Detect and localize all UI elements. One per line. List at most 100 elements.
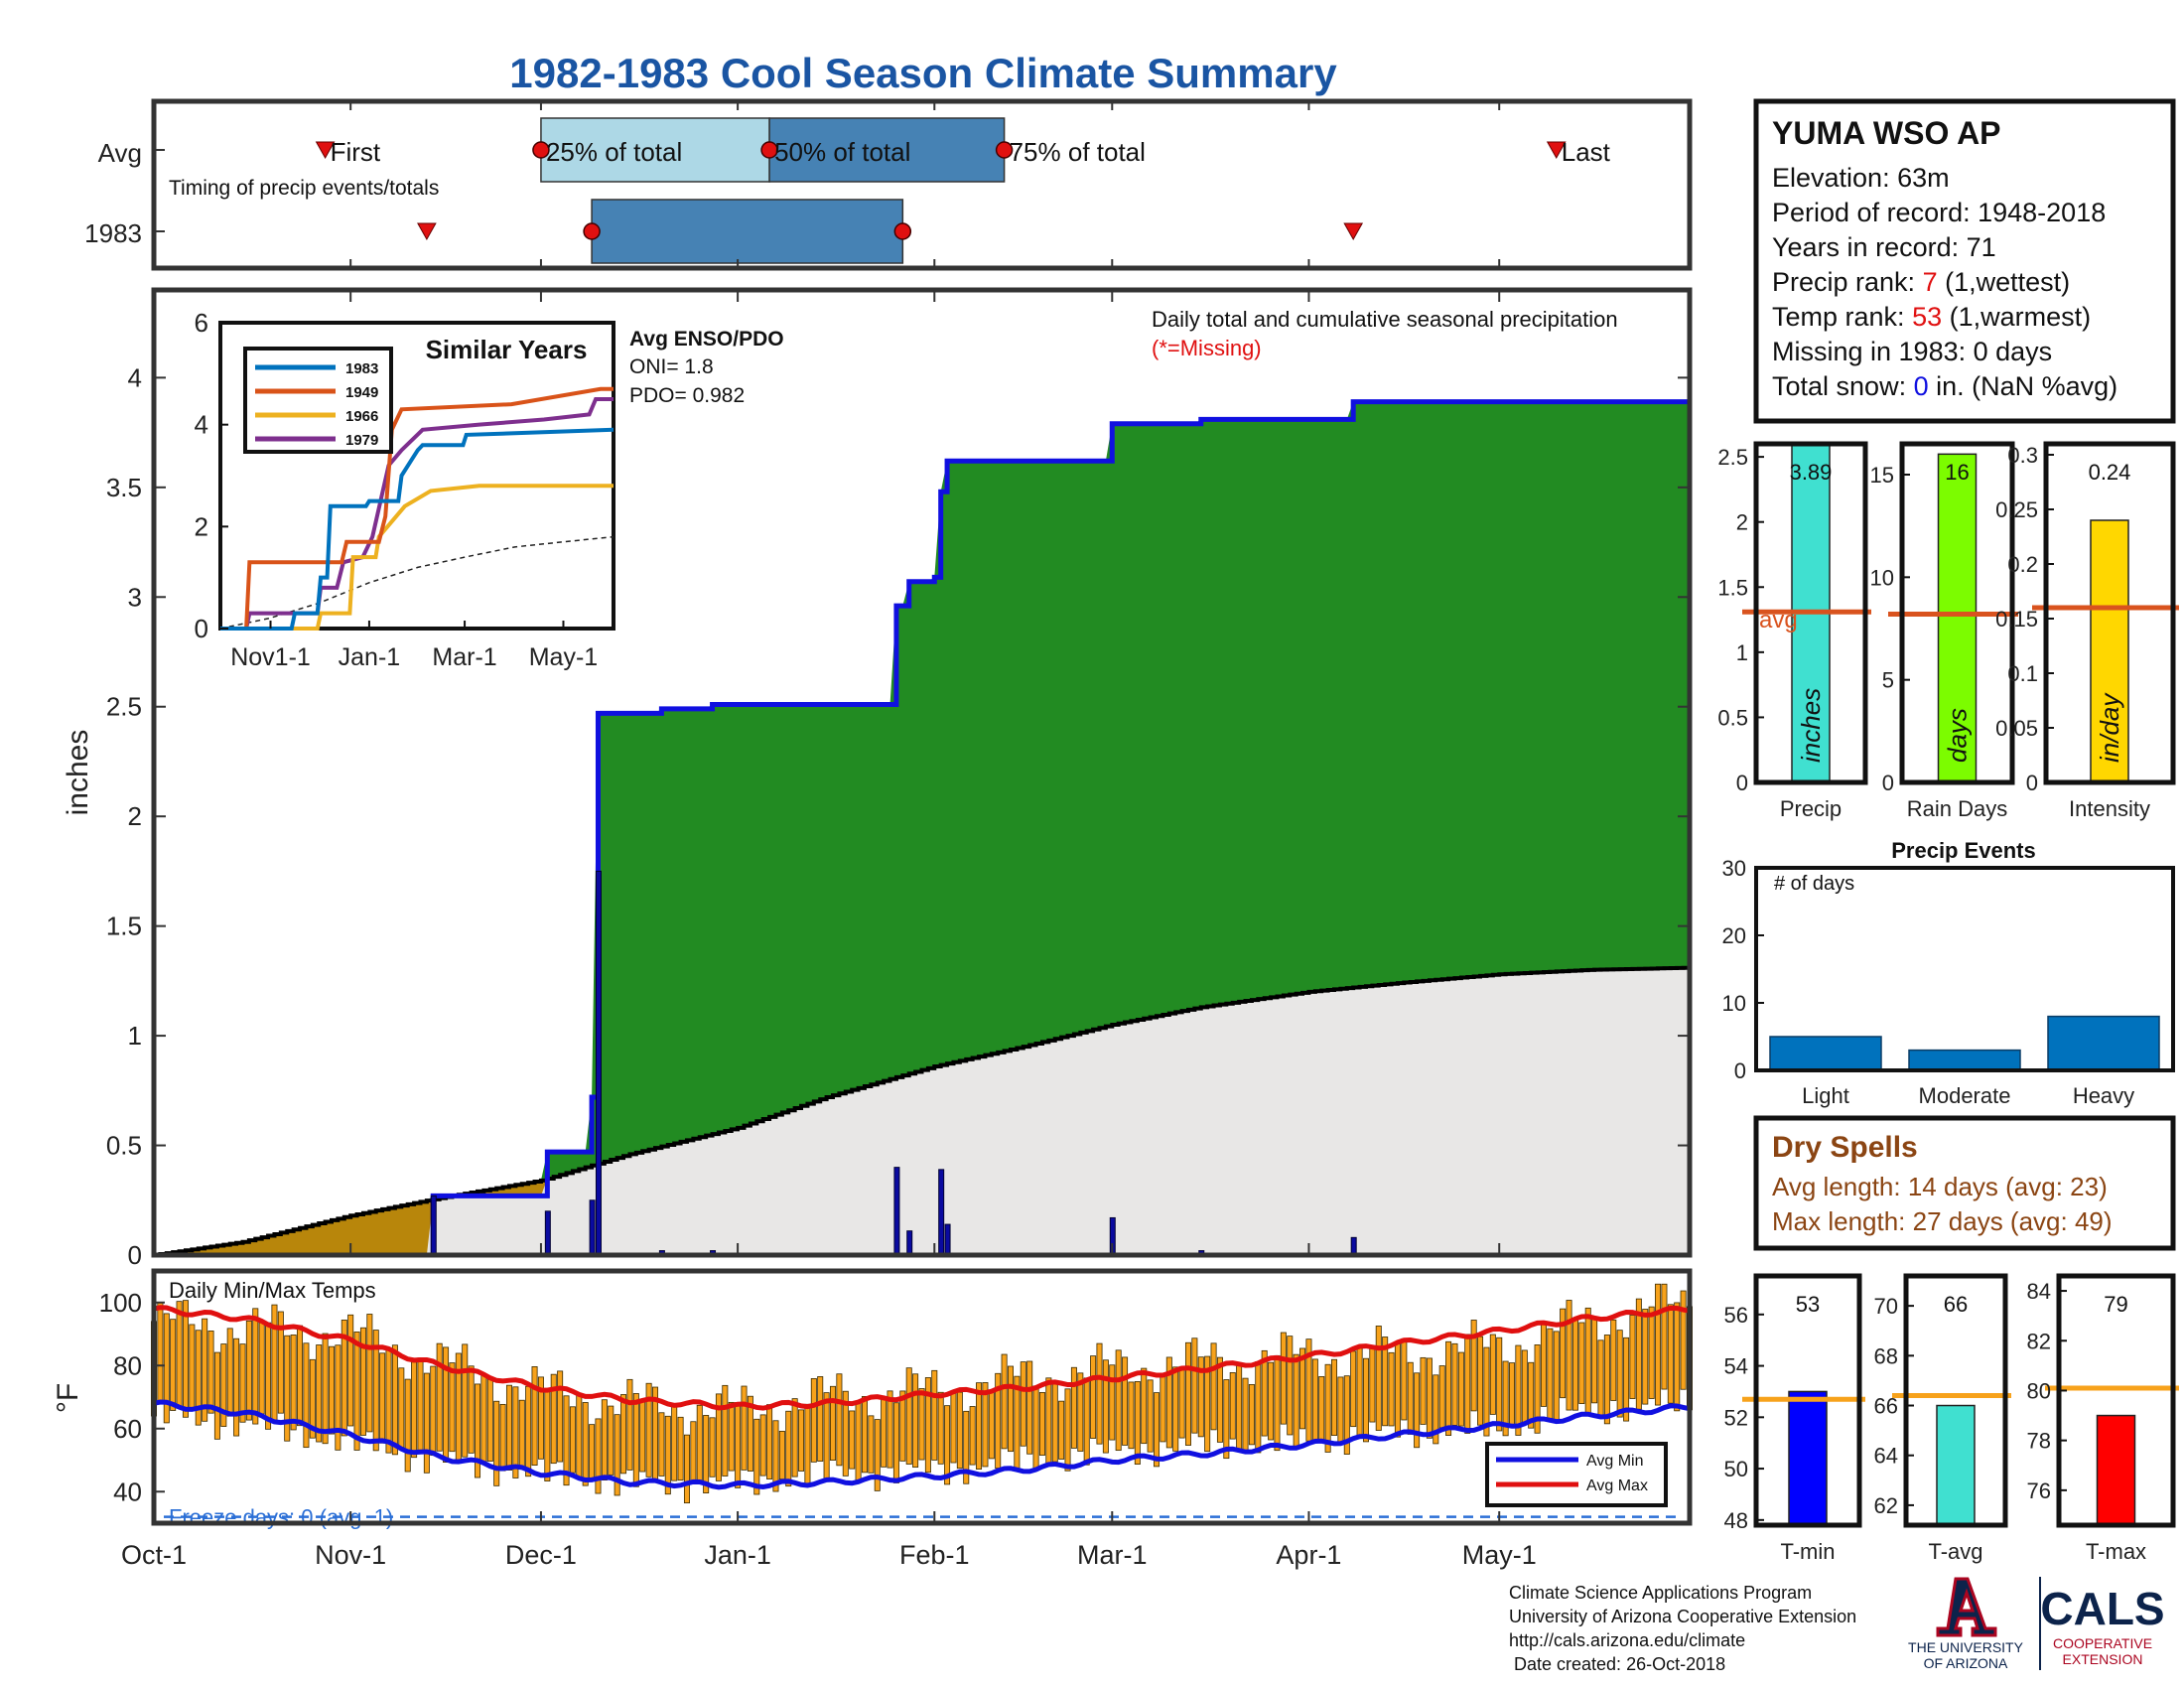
daily-temp-bar <box>1255 1361 1262 1454</box>
daily-temp-bar <box>1547 1328 1554 1419</box>
daily-temp-bar <box>632 1393 639 1487</box>
timing-1983-25-marker <box>583 222 601 240</box>
daily-temp-bar <box>741 1385 748 1471</box>
events-bar <box>2047 1015 2160 1071</box>
summary-y-tick-label: 50 <box>1724 1457 1748 1481</box>
daily-temp-bar <box>639 1398 646 1473</box>
daily-temp-bar <box>715 1393 722 1481</box>
temps-legend-box <box>1485 1442 1668 1507</box>
daily-temp-bar <box>537 1376 544 1460</box>
daily-temp-bar <box>1236 1361 1243 1451</box>
timing-75-label: 75% of total <box>1010 137 1146 167</box>
daily-temp-bar <box>589 1424 596 1480</box>
daily-temp-bar <box>404 1378 411 1473</box>
daily-temp-bar <box>791 1398 798 1477</box>
daily-temp-bar <box>849 1410 856 1470</box>
footer: Climate Science Applications Program Uni… <box>1509 1577 2165 1674</box>
daily-temp-bar <box>1299 1347 1306 1430</box>
legend-label-avg-max: Avg Max <box>1586 1477 1648 1494</box>
daily-temp-bar <box>359 1327 366 1436</box>
daily-temp-bar <box>1362 1357 1369 1443</box>
daily-temp-bar <box>486 1376 493 1462</box>
oni-value: ONI= 1.8 <box>629 355 714 378</box>
daily-temp-bar <box>1229 1372 1236 1440</box>
daily-temp-bar <box>1489 1334 1496 1415</box>
inset-y-tick-label: 2 <box>195 511 208 541</box>
daily-temp-bar <box>1102 1359 1109 1454</box>
avg-min-line <box>153 1399 1691 1490</box>
y-tick-label: 3.5 <box>106 473 142 502</box>
summary-y-tick-label: 48 <box>1724 1508 1748 1533</box>
daily-temp-bar <box>430 1365 437 1457</box>
daily-temp-bar <box>620 1394 627 1475</box>
daily-temp-bar <box>1311 1358 1318 1444</box>
temps-y-tick-label: 60 <box>113 1414 142 1444</box>
timing-first-label: First <box>331 137 381 167</box>
daily-temp-bar <box>284 1335 291 1442</box>
summary-panel-frame <box>1753 1273 1862 1528</box>
daily-temp-bar <box>505 1384 512 1471</box>
summary-y-tick-label: 68 <box>1874 1343 1898 1368</box>
daily-temp-bar <box>525 1385 532 1477</box>
temps-y-tick-label: 80 <box>113 1350 142 1380</box>
daily-temp-bar <box>614 1414 620 1496</box>
daily-temp-bar <box>1401 1337 1408 1421</box>
daily-temp-bar <box>245 1320 252 1421</box>
summary-y-tick-label: 0 <box>1736 771 1748 795</box>
daily-temp-bar <box>1191 1337 1198 1434</box>
precip-events-panel: Light Moderate Heavy 0 10 20 30 <box>1722 856 2175 1108</box>
daily-temp-bar <box>931 1369 938 1461</box>
daily-precip-bar <box>544 1210 551 1256</box>
x-tick-label: Dec-1 <box>505 1540 577 1570</box>
coop-line2: EXTENSION <box>2063 1651 2143 1667</box>
daily-temp-bar <box>1070 1366 1077 1449</box>
daily-temp-bar <box>608 1405 614 1476</box>
snow-prefix: Total snow: <box>1772 371 1914 401</box>
daily-temp-bar <box>1642 1309 1649 1405</box>
daily-temp-bar <box>391 1344 398 1456</box>
daily-temp-bar <box>798 1409 805 1472</box>
daily-temp-bar <box>417 1357 424 1451</box>
temp-rank-value: 53 <box>1912 302 1942 332</box>
dry-spells-max: Max length: 27 days (avg: 49) <box>1772 1206 2113 1236</box>
daily-temp-bar <box>1566 1300 1572 1411</box>
daily-temp-bar <box>1483 1346 1490 1437</box>
daily-temp-bar <box>1064 1388 1071 1472</box>
summary-y-tick-label: 0.5 <box>1717 705 1748 730</box>
daily-temp-bar <box>226 1328 233 1417</box>
summary-y-tick-label: 2 <box>1736 510 1748 535</box>
university-of-arizona-logo: THE UNIVERSITY OF ARIZONA <box>1908 1577 2024 1671</box>
y-tick-label: 3 <box>128 582 142 612</box>
summary-y-tick-label: 78 <box>2027 1429 2051 1454</box>
daily-temp-bar <box>544 1387 551 1481</box>
daily-temp-bar <box>1648 1306 1655 1399</box>
snow-suffix: in. (NaN %avg) <box>1929 371 2118 401</box>
daily-temp-bar <box>772 1420 779 1492</box>
daily-temp-bar <box>493 1400 500 1486</box>
summary-y-tick-label: 10 <box>1870 565 1894 590</box>
temp-summary-panels: 48 50 52 54 56 53 T-min 62 64 66 68 70 66 T-avg 76 78 80… <box>1724 1273 2179 1564</box>
daily-temp-bar <box>341 1320 347 1437</box>
daily-temp-bar <box>823 1392 830 1480</box>
y-tick-label: 4 <box>128 362 142 392</box>
daily-temp-bar <box>905 1367 912 1465</box>
precip-rank-suffix: (1,wettest) <box>1938 267 2071 297</box>
summary-y-tick-label: 0.2 <box>2007 552 2038 577</box>
daily-temp-bar <box>239 1343 246 1423</box>
daily-temp-bar <box>969 1406 976 1466</box>
daily-temp-bar <box>322 1333 329 1445</box>
daily-temp-bar <box>1661 1283 1668 1390</box>
daily-temp-bar <box>411 1361 418 1459</box>
footer-line: Date created: 26-Oct-2018 <box>1509 1654 1725 1674</box>
daily-temp-bar <box>1178 1365 1185 1439</box>
daily-temp-bar <box>1001 1353 1008 1450</box>
daily-temp-bar <box>1223 1379 1230 1460</box>
daily-temp-bar <box>855 1401 862 1482</box>
cals-logo-text: CALS <box>2040 1583 2164 1634</box>
x-tick-label: Jan-1 <box>704 1540 771 1570</box>
daily-temp-bar <box>1134 1381 1141 1465</box>
daily-temp-bar <box>1331 1358 1338 1436</box>
similar-years-inset: 0 2 4 6 Nov1-1 Jan-1 Mar-1 May-1 1983 1949 1966 197… <box>195 308 615 671</box>
daily-temp-bar <box>988 1391 995 1460</box>
